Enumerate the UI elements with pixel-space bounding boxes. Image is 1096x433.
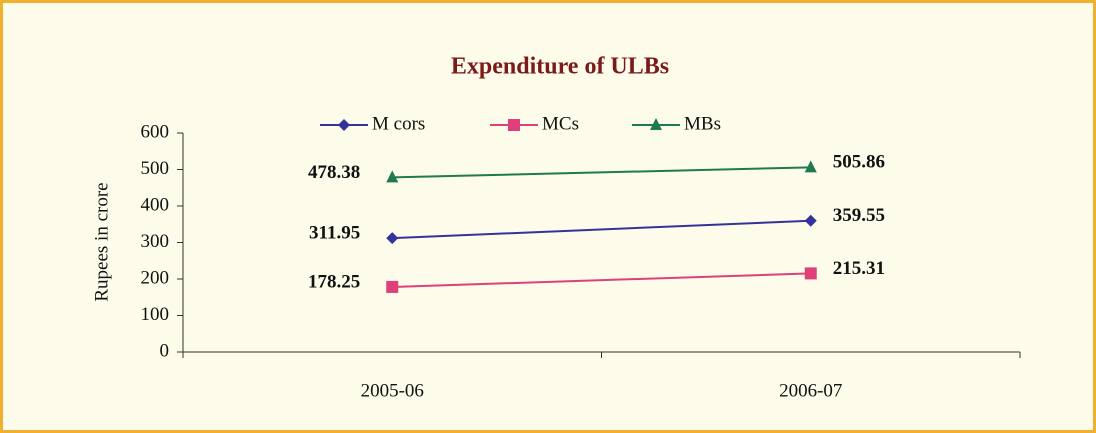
legend-label: M cors [372, 113, 425, 134]
data-point [386, 232, 399, 245]
data-point [386, 280, 399, 293]
series-line [392, 166, 811, 179]
legend-label: MBs [684, 113, 721, 134]
y-tick-label: 100 [141, 304, 170, 325]
y-tick-label: 500 [141, 158, 170, 179]
y-tick-label: 300 [141, 231, 170, 252]
y-tick-label: 400 [141, 194, 170, 215]
legend-label: MCs [542, 113, 579, 134]
series-line [392, 272, 811, 288]
x-tick-label: 2005-06 [361, 380, 424, 401]
y-tick-label: 200 [141, 267, 170, 288]
chart-title: Expenditure of ULBs [451, 54, 669, 80]
data-point [804, 267, 817, 280]
value-label: 359.55 [833, 205, 885, 226]
value-label: 478.38 [308, 162, 360, 183]
legend-marker [508, 119, 520, 131]
legend-marker [338, 119, 350, 131]
data-point [804, 160, 817, 173]
legend-marker [650, 118, 662, 130]
series-line [392, 219, 811, 240]
y-axis-label: Rupees in crore [91, 182, 112, 301]
data-point [804, 214, 817, 227]
x-tick-label: 2006-07 [779, 380, 842, 401]
value-label: 311.95 [309, 222, 360, 243]
value-label: 178.25 [308, 271, 360, 292]
data-point [386, 170, 399, 183]
y-tick-label: 600 [141, 121, 170, 142]
value-label: 215.31 [833, 258, 885, 279]
value-label: 505.86 [833, 152, 885, 173]
y-tick-label: 0 [160, 340, 170, 361]
